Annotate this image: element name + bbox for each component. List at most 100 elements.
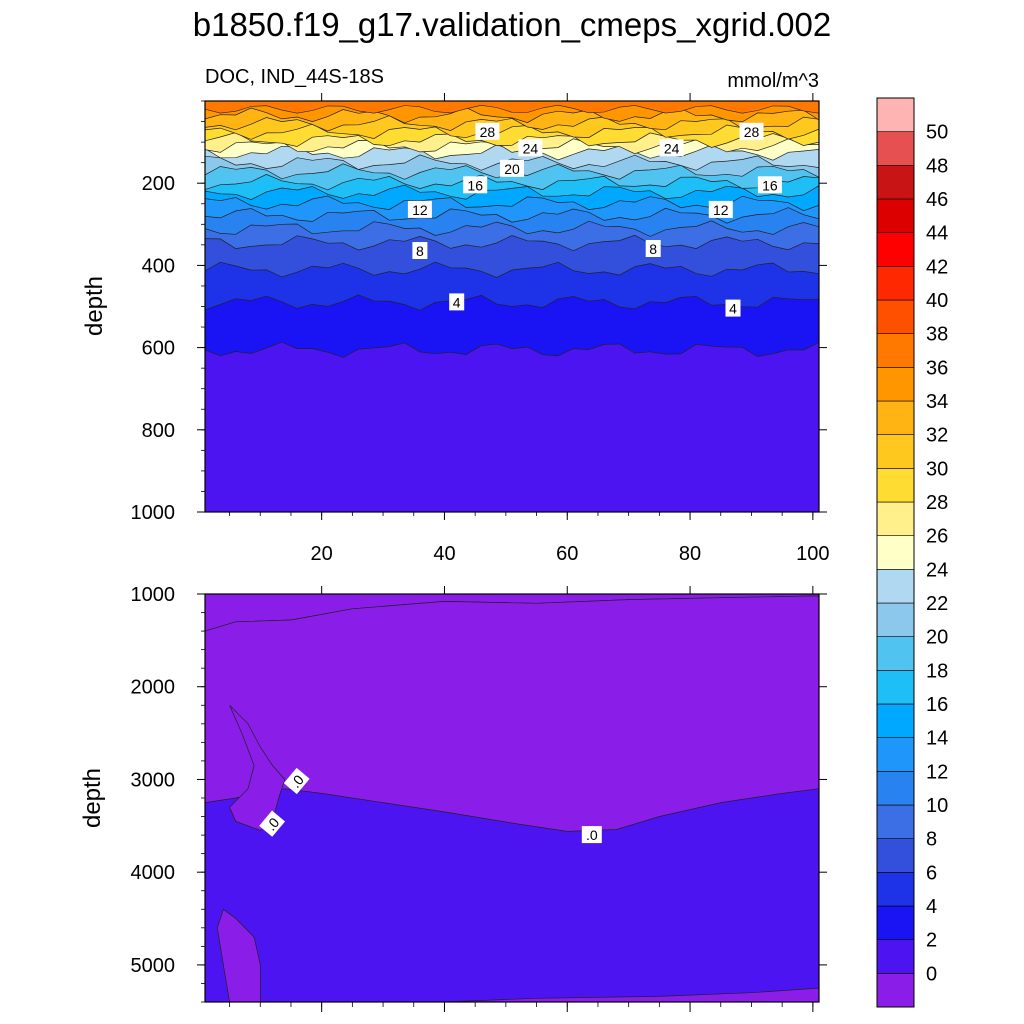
lower-contour-labels: .0 .0 .0 — [259, 767, 602, 844]
contour-label-text: 16 — [467, 177, 483, 193]
upper-panel: 28 24 24 28 20 16 16 12 12 8 8 4 4 20 40 60 80 100 200 400… — [81, 93, 830, 565]
contour-label-text: 16 — [762, 177, 778, 193]
colorbar-label: 30 — [926, 458, 948, 480]
contour-label-bg — [739, 122, 764, 140]
colorbar-label: 42 — [926, 256, 948, 278]
contour-label: .0 — [259, 810, 286, 837]
colorbar-label: 2 — [926, 930, 937, 952]
contour-line-26 — [205, 138, 819, 155]
upper-contour-labels: 28 24 24 28 20 16 16 12 12 8 8 4 4 — [407, 122, 782, 317]
x-tick-label: 80 — [679, 543, 701, 565]
colorbar-box — [876, 266, 915, 301]
contour-label: 16 — [463, 176, 488, 194]
colorbar-box — [876, 299, 915, 334]
colorbar-box — [876, 973, 915, 1008]
contour-line-28 — [205, 132, 819, 148]
contour-label-text: 28 — [480, 124, 496, 140]
colorbar-box — [876, 569, 915, 604]
contour-line-34 — [205, 107, 819, 124]
colorbar-box — [876, 905, 915, 940]
colorbar-box — [876, 636, 915, 671]
lower-axis-ticks: 1000 2000 3000 4000 5000 — [131, 584, 827, 1012]
x-tick-label: 100 — [796, 543, 829, 565]
contour-line-32 — [205, 115, 819, 132]
colorbar-label: 36 — [926, 357, 948, 379]
colorbar-label: 38 — [926, 324, 948, 346]
contour-band-below-0-bottom — [444, 987, 819, 1002]
y-tick-label: 5000 — [131, 955, 176, 977]
colorbar-label: 20 — [926, 627, 948, 649]
contour-line-16 — [205, 184, 819, 200]
colorbar-label: 16 — [926, 694, 948, 716]
contour-line-4 — [205, 294, 819, 311]
contour-label-text: 12 — [412, 202, 428, 218]
contour-line-18 — [205, 174, 819, 191]
colorbar-box — [876, 838, 915, 873]
colorbar-label: 4 — [926, 896, 937, 918]
contour-label-text: 8 — [649, 241, 657, 257]
contour-label-bg — [500, 159, 524, 177]
colorbar-box — [876, 535, 915, 570]
contour-band-below-0-deep-left — [216, 908, 261, 1002]
colorbar-label: 46 — [926, 189, 948, 211]
colorbar-box — [876, 804, 915, 839]
upper-y-axis-label: depth — [81, 276, 108, 336]
y-tick-label: 2000 — [131, 677, 176, 699]
y-tick-label: 1000 — [131, 502, 176, 524]
colorbar-label: 26 — [926, 526, 948, 548]
colorbar-box — [876, 602, 915, 637]
contour-label-bg — [259, 810, 286, 837]
colorbar-box — [876, 97, 915, 132]
colorbar-box — [876, 131, 915, 166]
x-tick-label: 40 — [433, 543, 455, 565]
colorbar-label: 40 — [926, 290, 948, 312]
contour-label-text: 24 — [523, 140, 539, 156]
contour-label: 24 — [518, 139, 543, 157]
y-tick-label: 1000 — [131, 584, 176, 606]
y-tick-label: 600 — [142, 338, 175, 360]
contour-label-bg — [449, 293, 465, 311]
colorbar-label: 50 — [926, 122, 948, 144]
contour-label: 16 — [757, 176, 782, 194]
contour-label-bg — [412, 242, 428, 259]
contour-label: 28 — [739, 122, 764, 140]
colorbar-box — [876, 737, 915, 772]
lower-y-axis-label: depth — [79, 768, 106, 828]
x-tick-label: 20 — [311, 543, 333, 565]
y-tick-label: 3000 — [131, 769, 176, 791]
colorbar-box — [876, 400, 915, 435]
contour-label: 4 — [449, 293, 465, 311]
colorbar-frame — [876, 97, 915, 1008]
y-tick-label: 200 — [142, 173, 175, 195]
contour-band-below-0-main — [205, 595, 819, 832]
contour-label-text: 8 — [416, 243, 424, 259]
colorbar-box — [876, 333, 915, 368]
contour-label-bg — [407, 200, 432, 218]
contour-label: .0 — [283, 767, 310, 795]
colorbar-box — [876, 165, 915, 200]
contour-label-bg — [475, 122, 500, 140]
contour-label-bg — [659, 139, 684, 157]
colorbar-label: 44 — [926, 223, 948, 245]
colorbar-box — [876, 703, 915, 738]
colorbar-box — [876, 670, 915, 705]
contour-label-bg — [463, 176, 488, 194]
colorbar-box — [876, 434, 915, 469]
colorbar-label: 48 — [926, 155, 948, 177]
colorbar-label: 24 — [926, 559, 948, 581]
contour-label-text: 4 — [729, 301, 737, 317]
y-tick-label: 4000 — [131, 862, 176, 884]
contour-label: 24 — [659, 139, 684, 157]
figure-title: b1850.f19_g17.validation_cmeps_xgrid.002 — [193, 6, 831, 43]
contour-label: 20 — [500, 159, 524, 177]
contour-label: 12 — [407, 200, 432, 218]
contour-label: .0 — [581, 826, 602, 844]
contour-label: 8 — [412, 242, 428, 259]
lower-contour-fills — [205, 594, 819, 1002]
contour-line-8 — [205, 234, 819, 252]
contour-label-bg — [581, 826, 602, 844]
contour-label-text: 20 — [504, 161, 520, 177]
contour-label: 8 — [645, 240, 661, 257]
colorbar: 0246810121416182022242628303234363840424… — [876, 97, 948, 1008]
